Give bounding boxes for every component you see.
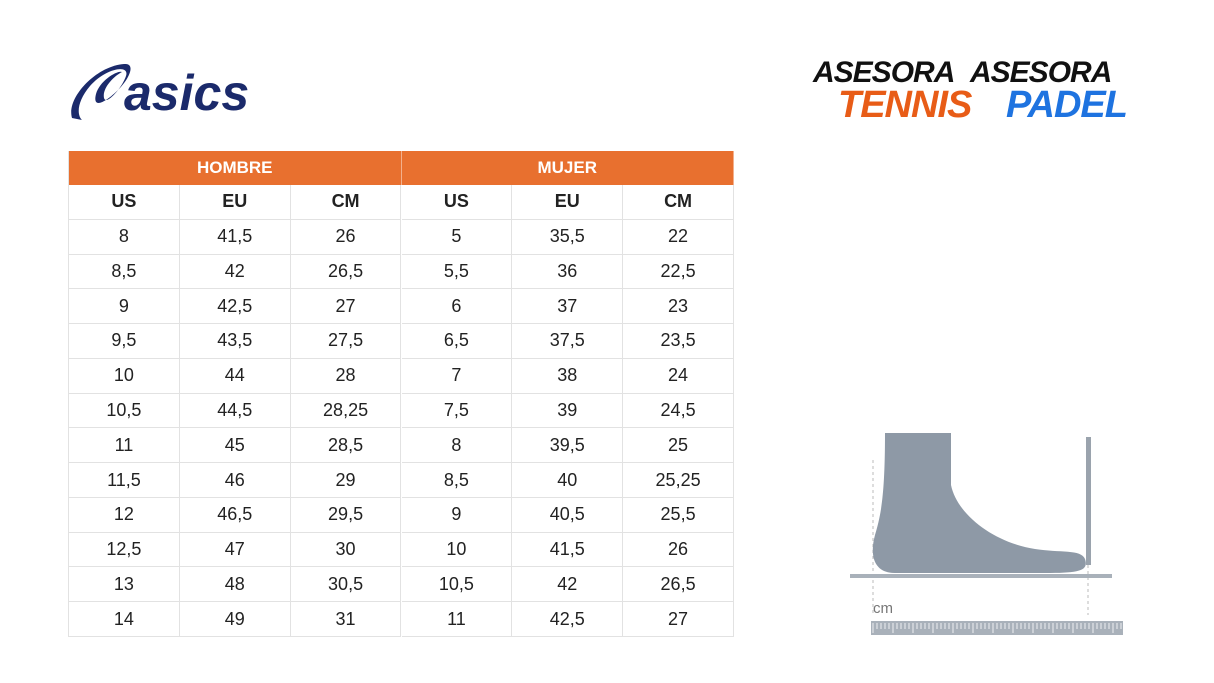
table-cell: 10,5 <box>69 393 180 429</box>
table-cell: 28,25 <box>290 393 402 429</box>
table-cell: 8 <box>69 219 180 255</box>
table-cell: 41,5 <box>179 219 291 255</box>
table-cell: 38 <box>512 358 624 394</box>
unit-label: cm <box>873 600 893 617</box>
table-cell: 12 <box>69 497 180 533</box>
partner-top: ASESORA <box>813 56 955 89</box>
table-cell: 8,5 <box>69 254 180 290</box>
table-cell: 25 <box>623 428 734 464</box>
column-header: EU <box>179 185 291 220</box>
table-cell: 47 <box>179 532 291 568</box>
table-cell: 49 <box>179 602 291 637</box>
partner-bottom: PADEL <box>1006 84 1128 126</box>
swoosh <box>71 63 131 120</box>
table-cell: 24 <box>623 358 734 394</box>
table-cell: 11 <box>69 428 180 464</box>
table-cell: 36 <box>512 254 624 290</box>
table-cell: 9 <box>69 289 180 325</box>
column-header: CM <box>623 185 734 220</box>
table-cell: 26 <box>290 219 402 255</box>
table-cell: 39 <box>512 393 624 429</box>
table-cell: 44 <box>179 358 291 394</box>
table-cell: 5,5 <box>401 254 513 290</box>
table-cell: 42 <box>179 254 291 290</box>
table-cell: 9 <box>401 497 513 533</box>
table-cell: 43,5 <box>179 324 291 359</box>
table-cell: 35,5 <box>512 219 624 255</box>
brand-logo: asics <box>71 63 249 121</box>
table-cell: 40 <box>512 463 624 498</box>
table-cell: 26,5 <box>290 254 402 290</box>
foot <box>872 433 1086 573</box>
table-cell: 46,5 <box>179 497 291 533</box>
table-cell: 30 <box>290 532 402 568</box>
column-header: EU <box>512 185 624 220</box>
table-cell: 22 <box>623 219 734 255</box>
table-cell: 23,5 <box>623 324 734 359</box>
table-cell: 37,5 <box>512 324 624 359</box>
table-cell: 7,5 <box>401 393 513 429</box>
group-header: MUJER <box>401 151 734 185</box>
table-cell: 23 <box>623 289 734 325</box>
table-cell: 28 <box>290 358 402 394</box>
ruler-vertical <box>1086 437 1091 565</box>
table-cell: 41,5 <box>512 532 624 568</box>
table-cell: 5 <box>401 219 513 255</box>
table-cell: 6,5 <box>401 324 513 359</box>
table-cell: 42 <box>512 567 624 603</box>
column-header: US <box>401 185 513 220</box>
table-cell: 27,5 <box>290 324 402 359</box>
foot-illustration: cm <box>850 433 1123 635</box>
table-cell: 12,5 <box>69 532 180 568</box>
table-cell: 9,5 <box>69 324 180 359</box>
table-cell: 30,5 <box>290 567 402 603</box>
table-cell: 42,5 <box>179 289 291 325</box>
brand-name: asics <box>124 65 249 121</box>
group-header: HOMBRE <box>69 151 402 185</box>
table-cell: 29,5 <box>290 497 402 533</box>
column-header: CM <box>290 185 402 220</box>
ruler-ticks <box>872 623 1122 633</box>
table-cell: 46 <box>179 463 291 498</box>
table-cell: 10 <box>401 532 513 568</box>
table-cell: 14 <box>69 602 180 637</box>
column-header: US <box>69 185 180 220</box>
floor <box>850 574 1112 578</box>
table-cell: 28,5 <box>290 428 402 464</box>
table-cell: 48 <box>179 567 291 603</box>
table-cell: 8 <box>401 428 513 464</box>
table-cell: 10 <box>69 358 180 394</box>
partner-bottom: TENNIS <box>838 84 972 126</box>
table-cell: 42,5 <box>512 602 624 637</box>
table-cell: 25,25 <box>623 463 734 498</box>
table-cell: 39,5 <box>512 428 624 464</box>
table-cell: 26 <box>623 532 734 568</box>
table-cell: 11 <box>401 602 513 637</box>
table-cell: 7 <box>401 358 513 394</box>
table-cell: 37 <box>512 289 624 325</box>
table-cell: 31 <box>290 602 402 637</box>
table-cell: 45 <box>179 428 291 464</box>
partner-top: ASESORA <box>970 56 1112 89</box>
table-cell: 26,5 <box>623 567 734 603</box>
table-cell: 40,5 <box>512 497 624 533</box>
size-table: HOMBRE MUJER US EU CM US EU CM 8 41,5 26 5 35,5 22 8,5… <box>68 151 734 637</box>
table-cell: 27 <box>623 602 734 637</box>
table-cell: 6 <box>401 289 513 325</box>
table-cell: 24,5 <box>623 393 734 429</box>
table-cell: 27 <box>290 289 402 325</box>
table-cell: 44,5 <box>179 393 291 429</box>
table-cell: 10,5 <box>401 567 513 603</box>
table-cell: 25,5 <box>623 497 734 533</box>
table-cell: 29 <box>290 463 402 498</box>
table-cell: 11,5 <box>69 463 180 498</box>
table-cell: 22,5 <box>623 254 734 290</box>
table-cell: 13 <box>69 567 180 603</box>
table-cell: 8,5 <box>401 463 513 498</box>
